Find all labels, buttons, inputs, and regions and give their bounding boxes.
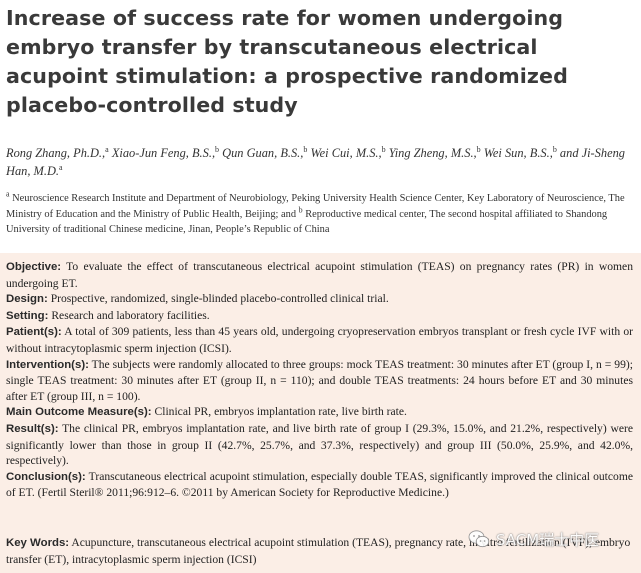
abstract-conclusions: Conclusion(s): Transcutaneous electrical…	[6, 469, 633, 500]
abstract-results: Result(s): The clinical PR, embryos impl…	[6, 421, 633, 468]
abstract-design: Design: Prospective, randomized, single-…	[6, 292, 389, 306]
author: Wei Sun, B.S.,b	[483, 144, 557, 160]
abstract-outcome-measures: Main Outcome Measure(s): Clinical PR, em…	[6, 405, 407, 419]
author: Ying Zheng, M.S.,b	[388, 144, 481, 160]
author: Rong Zhang, Ph.D.,a	[6, 144, 109, 160]
author-list: Rong Zhang, Ph.D.,a Xiao-Jun Feng, B.S.,…	[6, 144, 636, 180]
abstract-patients: Patient(s): A total of 309 patients, les…	[6, 325, 634, 355]
affiliations: a Neuroscience Research Institute and De…	[6, 189, 625, 235]
author: Xiao-Jun Feng, B.S.,b	[111, 144, 220, 160]
abstract-background	[0, 253, 641, 573]
author: and Ji-Sheng Han, M.D.a	[6, 146, 625, 178]
abstract-setting: Setting: Research and laboratory facilit…	[6, 308, 210, 322]
author: Qun Guan, B.S.,b	[222, 144, 308, 160]
paper-title: Increase of success rate for women under…	[6, 6, 568, 117]
abstract-interventions: Intervention(s): The subjects were rando…	[6, 357, 633, 403]
key-words: Key Words: Acupuncture, transcutaneous e…	[6, 536, 631, 566]
watermark-text: SACM瑞士中医	[496, 530, 600, 549]
abstract: Objective: To evaluate the effect of tra…	[6, 259, 633, 501]
author: Wei Cui, M.S.,b	[310, 144, 386, 160]
abstract-objective: Objective: To evaluate the effect of tra…	[6, 260, 633, 290]
wechat-icon	[468, 530, 490, 548]
watermark: SACM瑞士中医	[468, 526, 638, 552]
